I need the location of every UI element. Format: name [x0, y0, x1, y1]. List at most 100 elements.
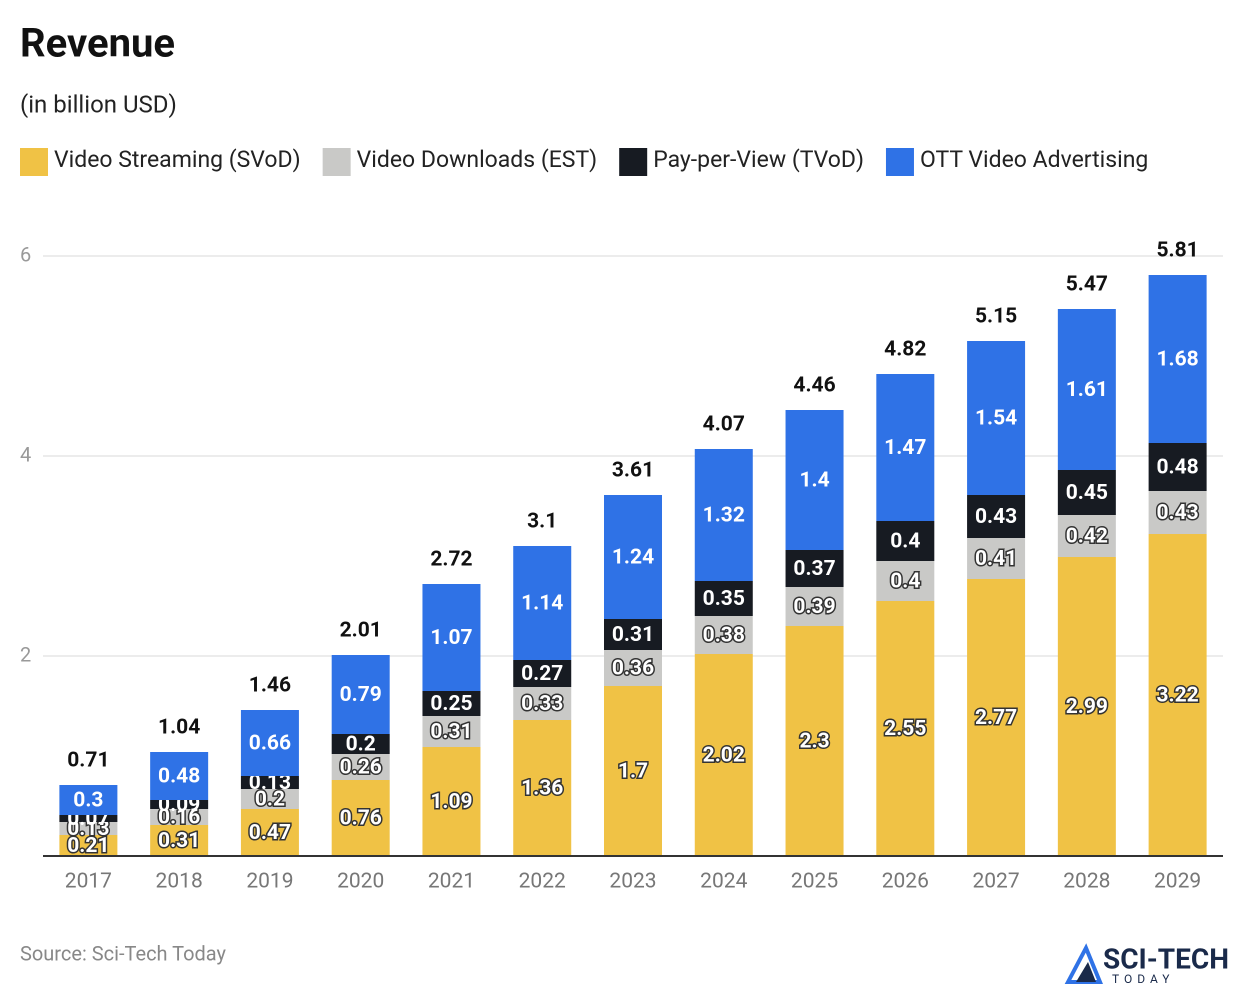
data-label: 2.55: [884, 717, 926, 741]
data-label: 1.32: [703, 504, 745, 528]
total-label: 0.71: [67, 749, 109, 773]
x-tick-label: 2019: [246, 870, 293, 894]
x-tick-label: 2017: [65, 870, 112, 894]
bar-segment: [876, 561, 935, 601]
bar-segment: [1057, 557, 1116, 856]
x-tick-label: 2023: [609, 870, 656, 894]
bar-segment: [694, 654, 753, 856]
legend-label: Video Downloads (EST): [357, 146, 598, 173]
bar-segment: [422, 584, 481, 691]
chart-title: Revenue: [20, 20, 175, 67]
logo-name: SCI-TECH: [1103, 942, 1229, 975]
bar-segment: [513, 687, 572, 720]
x-tick-label: 2018: [156, 870, 203, 894]
bar-segment: [785, 626, 844, 856]
bar-segment: [694, 581, 753, 616]
x-tick-label: 2029: [1154, 870, 1201, 894]
bar-segment: [59, 785, 118, 815]
total-label: 5.47: [1066, 273, 1108, 297]
total-label: 4.07: [703, 413, 745, 437]
x-tick-label: 2026: [882, 870, 929, 894]
data-label: 0.26: [340, 756, 382, 780]
data-label: 1.7: [618, 760, 648, 784]
bar-segment: [604, 619, 662, 650]
data-label: 2.77: [975, 706, 1017, 730]
data-label: 0.48: [1156, 456, 1198, 480]
data-label: 0.31: [612, 623, 654, 647]
bar-segment: [604, 686, 662, 856]
x-tick-label: 2022: [519, 870, 566, 894]
bar-segment: [240, 710, 299, 776]
data-label: 0.2: [255, 788, 285, 812]
chart-subtitle: (in billion USD): [20, 90, 177, 118]
bar-segment: [967, 538, 1026, 579]
bar-segment: [331, 734, 390, 754]
bar-segment: [1148, 491, 1207, 534]
logo-tagline: TODAY: [1112, 972, 1175, 986]
data-label: 0.48: [158, 765, 200, 789]
data-label: 0.37: [793, 557, 835, 581]
data-label: 0.27: [521, 662, 563, 686]
data-label: 0.31: [430, 720, 472, 744]
data-label: 0.66: [249, 732, 291, 756]
legend-swatch: [619, 148, 648, 176]
data-label: 1.4: [799, 469, 829, 493]
bar-segment: [513, 660, 572, 687]
bar-segment: [604, 495, 662, 619]
x-tick-label: 2020: [337, 870, 384, 894]
bar-segment: [1148, 534, 1207, 856]
data-label: 0.42: [1066, 525, 1108, 549]
data-label: 2.99: [1066, 695, 1108, 719]
data-label: 1.24: [612, 546, 654, 570]
data-label: 0.76: [340, 807, 382, 831]
data-label: 0.2: [346, 733, 376, 757]
legend-swatch: [885, 148, 914, 176]
total-label: 4.46: [793, 374, 835, 398]
bar-segment: [694, 449, 753, 581]
bar-segment: [150, 800, 209, 809]
bar-segment: [876, 374, 935, 521]
bar-segment: [1057, 470, 1116, 515]
bar-segment: [240, 809, 299, 856]
total-label: 2.01: [340, 619, 382, 643]
bar-segment: [422, 691, 481, 716]
bar-segment: [59, 815, 118, 822]
total-label: 1.46: [249, 674, 291, 698]
bar-segment: [785, 410, 844, 550]
legend-swatch: [20, 148, 48, 176]
bar-segment: [59, 835, 118, 856]
y-tick-label: 2: [20, 642, 31, 666]
x-tick-label: 2028: [1063, 870, 1110, 894]
source: Source: Sci-Tech Today: [20, 941, 227, 965]
total-label: 5.15: [975, 305, 1017, 329]
data-label: 0.3: [73, 789, 103, 813]
bar-segment: [1057, 515, 1116, 557]
total-label: 1.04: [158, 716, 200, 740]
logo-icon: [1076, 962, 1096, 982]
legend-label: OTT Video Advertising: [920, 146, 1148, 173]
bar-segment: [331, 780, 390, 856]
y-tick-label: 6: [20, 242, 31, 266]
data-label: 0.38: [703, 624, 745, 648]
bar-segment: [240, 776, 299, 789]
bar-segment: [331, 754, 390, 780]
data-label: 1.36: [521, 777, 563, 801]
bar-segment: [1148, 443, 1207, 491]
data-label: 2.02: [703, 744, 745, 768]
data-label: 1.47: [884, 436, 926, 460]
bar-segment: [967, 579, 1026, 856]
bar-segment: [785, 550, 844, 587]
x-tick-label: 2024: [700, 870, 747, 894]
x-tick-label: 2021: [428, 870, 475, 894]
total-label: 4.82: [884, 338, 926, 362]
bar-segment: [150, 752, 209, 800]
data-label: 0.47: [249, 821, 291, 845]
bar-segment: [604, 650, 662, 686]
bar-segment: [1057, 309, 1116, 470]
legend-label: Video Streaming (SVoD): [54, 146, 301, 173]
bar-segment: [150, 825, 209, 856]
total-label: 3.61: [612, 459, 654, 483]
data-label: 2.3: [799, 730, 829, 754]
data-label: 0.41: [975, 547, 1017, 571]
